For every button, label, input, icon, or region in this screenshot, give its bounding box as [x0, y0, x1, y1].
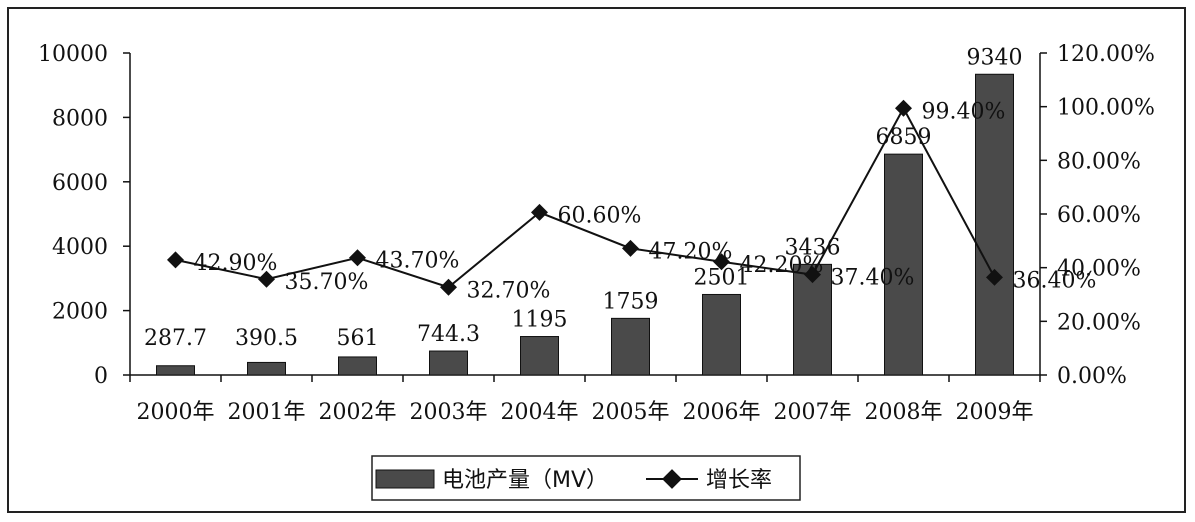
y-right-tick-label: 40.00% [1057, 257, 1141, 282]
bar [702, 293, 741, 376]
x-tick-label: 2004年 [501, 400, 579, 425]
y-right-tick-label: 80.00% [1057, 149, 1141, 174]
legend-diamond-marker [662, 469, 682, 489]
legend: 电池产量（MV） 增长率 [371, 455, 801, 501]
line-series [167, 99, 1003, 296]
bar [338, 356, 377, 376]
y-right-tick-label: 100.00% [1057, 96, 1155, 121]
x-tick-label: 2003年 [410, 400, 488, 425]
bar-value-label: 744.3 [417, 322, 480, 347]
line-value-label: 47.20% [649, 239, 733, 264]
bar-value-label: 9340 [967, 45, 1023, 70]
y-right-tick-label: 120.00% [1057, 42, 1155, 67]
y-right-tick-label: 20.00% [1057, 310, 1141, 335]
y-left-tick-label: 10000 [38, 42, 108, 67]
legend-bar-label: 电池产量（MV） [442, 468, 608, 493]
y-left-tick-label: 6000 [52, 171, 108, 196]
line-point-marker [895, 99, 912, 117]
bar [247, 361, 286, 376]
growth-rate-line [175, 106, 996, 289]
bar [156, 365, 195, 376]
line-value-label: 42.90% [194, 251, 278, 276]
bar-value-label: 390.5 [235, 326, 298, 351]
legend-line-label: 增长率 [706, 468, 772, 493]
line-point-marker [531, 203, 548, 221]
line-value-label: 37.40% [831, 266, 915, 291]
x-tick-label: 2001年 [228, 400, 306, 425]
bar [975, 73, 1014, 376]
bar [884, 153, 923, 376]
y-left-tick-label: 4000 [52, 235, 108, 260]
bar [429, 350, 468, 376]
bar-value-label: 1195 [512, 308, 568, 333]
x-tick-label: 2006年 [683, 400, 761, 425]
line-point-marker [804, 266, 821, 284]
x-tick-label: 2002年 [319, 400, 397, 425]
line-value-label: 99.40% [922, 99, 1006, 124]
y-left-tick-label: 8000 [52, 106, 108, 131]
line-value-label: 60.60% [558, 203, 642, 228]
axes-group: 0 2000 4000 6000 8000 10000 0.00% 20.00% 40.00% 6… [38, 42, 1155, 425]
line-value-label: 43.70% [376, 249, 460, 274]
x-tick-label: 2005年 [592, 400, 670, 425]
x-tick-label: 2007年 [774, 400, 852, 425]
line-point-marker [349, 249, 366, 267]
bar [611, 317, 650, 376]
line-value-label: 32.70% [467, 278, 551, 303]
bar-value-label: 1759 [603, 289, 659, 314]
line-value-label: 35.70% [285, 270, 369, 295]
bar-value-label: 6859 [876, 125, 932, 150]
y-right-tick-label: 0.00% [1057, 364, 1127, 389]
line-point-marker [167, 251, 184, 269]
bar-value-label: 287.7 [144, 326, 207, 351]
bar-series [156, 73, 1014, 376]
y-left-tick-label: 2000 [52, 300, 108, 325]
legend-box [371, 455, 801, 501]
line-value-label: 42.20% [740, 253, 824, 278]
line-point-marker [713, 253, 730, 271]
x-tick-label: 2000年 [137, 400, 215, 425]
bar-value-label: 2501 [694, 265, 750, 290]
legend-bar-swatch [375, 469, 435, 489]
bar-value-label: 3436 [785, 235, 841, 260]
x-tick-label: 2009年 [956, 400, 1034, 425]
y-left-tick-label: 0 [94, 364, 108, 389]
line-point-marker [258, 270, 275, 288]
line-value-label: 36.40% [1013, 268, 1097, 293]
line-point-marker [440, 278, 457, 296]
data-labels: 287.7 390.5 561 744.3 1195 1759 2501 3436 6859 93… [144, 45, 1096, 351]
line-point-marker [622, 239, 639, 257]
y-right-tick-label: 60.00% [1057, 203, 1141, 228]
bar [520, 336, 559, 376]
bar-value-label: 561 [337, 326, 379, 351]
x-tick-label: 2008年 [865, 400, 943, 425]
line-point-marker [986, 268, 1003, 286]
